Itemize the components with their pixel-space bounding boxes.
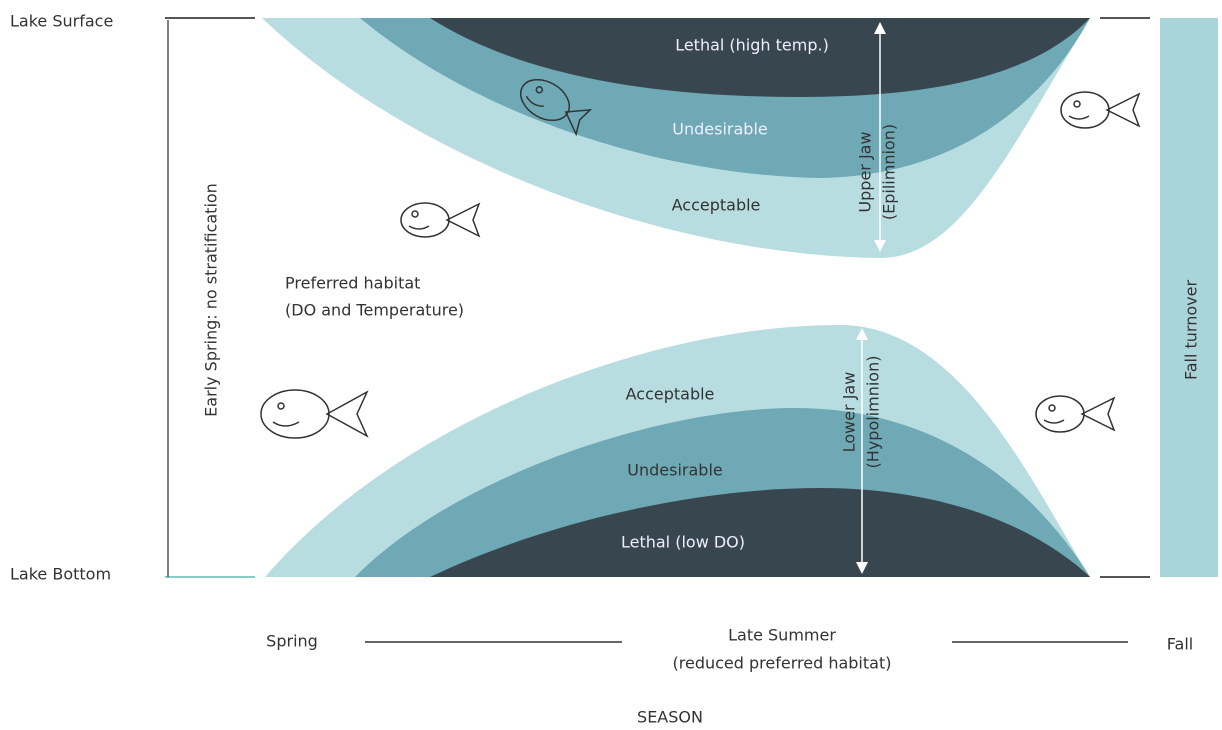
- fish: [1061, 92, 1139, 128]
- surface-label: Lake Surface: [10, 12, 113, 31]
- season-end: Fall: [1167, 635, 1193, 654]
- fish: [401, 203, 479, 237]
- preferred-note: (DO and Temperature): [285, 301, 464, 320]
- season-start: Spring: [266, 632, 318, 651]
- jaw-label: Lower Jaw: [840, 372, 859, 453]
- zone-label: Undesirable: [627, 461, 722, 480]
- fall-turnover-label: Fall turnover: [1182, 280, 1201, 380]
- preferred-label: Preferred habitat: [285, 274, 420, 293]
- axis-title: SEASON: [637, 708, 703, 727]
- season-note: (reduced preferred habitat): [673, 654, 892, 673]
- jaw-note: (Epilimnion): [880, 124, 899, 220]
- zone-label: Acceptable: [626, 385, 715, 404]
- jaw-note: (Hypolimnion): [864, 356, 883, 469]
- zone-label: Lethal (low DO): [621, 533, 745, 552]
- zone-label: Acceptable: [672, 196, 761, 215]
- zone-label: Lethal (high temp.): [675, 36, 829, 55]
- early-spring-label: Early Spring: no stratification: [202, 183, 221, 417]
- bottom-label: Lake Bottom: [10, 565, 111, 584]
- zone-label: Undesirable: [672, 120, 767, 139]
- jaw-label: Upper Jaw: [856, 131, 875, 212]
- fish: [1036, 396, 1114, 432]
- season-middle: Late Summer: [728, 626, 836, 645]
- diagram: Lake Surface Lake Bottom Early Spring: n…: [0, 0, 1222, 730]
- fish: [261, 390, 367, 438]
